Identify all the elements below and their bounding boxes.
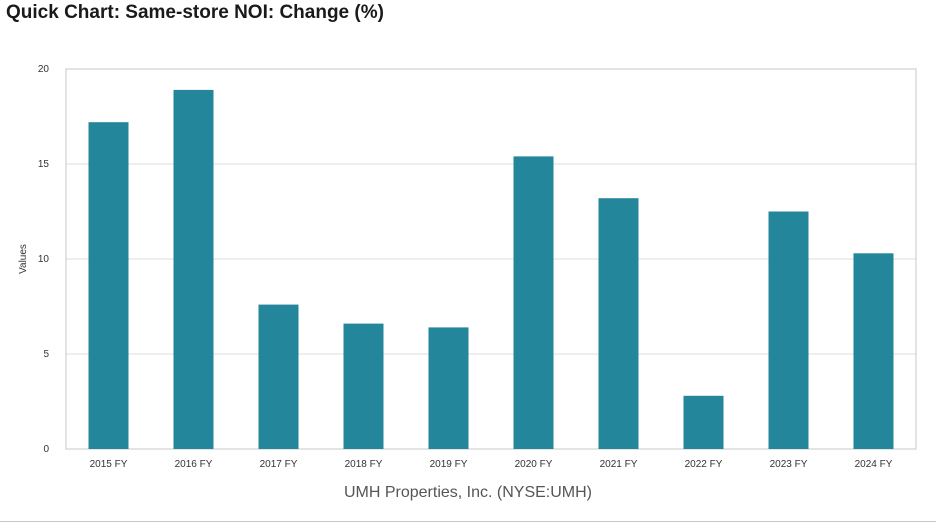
x-tick-label: 2015 FY: [90, 459, 128, 470]
bar: [513, 156, 554, 449]
bar: [343, 323, 384, 449]
bar: [88, 122, 129, 449]
x-tick-label: 2018 FY: [345, 459, 383, 470]
bar: [853, 253, 894, 449]
bar: [683, 395, 724, 449]
bar: [173, 89, 214, 450]
chart-caption: UMH Properties, Inc. (NYSE:UMH): [343, 484, 593, 501]
bottom-divider: [0, 521, 936, 522]
bar: [768, 211, 809, 449]
y-tick-labels: 0 5 10 15 20: [38, 64, 50, 455]
x-tick-label: 2019 FY: [430, 459, 468, 470]
x-tick-label: 2024 FY: [855, 459, 893, 470]
bar: [258, 304, 299, 449]
y-tick-label: 10: [38, 254, 50, 265]
y-tick-label: 15: [38, 159, 50, 170]
bar: [598, 198, 639, 449]
x-tick-label: 2017 FY: [260, 459, 298, 470]
x-tick-label: 2023 FY: [770, 459, 808, 470]
x-tick-label: 2020 FY: [515, 459, 553, 470]
x-tick-labels: 2015 FY 2016 FY 2017 FY 2018 FY 2019 FY 2020 …: [90, 459, 893, 470]
x-tick-label: 2022 FY: [685, 459, 723, 470]
y-axis-title: Values: [18, 244, 29, 274]
chart-title: Quick Chart: Same-store NOI: Change (%): [6, 2, 384, 23]
x-tick-label: 2021 FY: [600, 459, 638, 470]
bars: [88, 89, 894, 450]
plot-frame: [65, 68, 917, 450]
y-tick-label: 0: [43, 444, 49, 455]
y-tick-label: 20: [38, 64, 50, 75]
x-tick-label: 2016 FY: [175, 459, 213, 470]
bar: [428, 327, 469, 449]
y-tick-label: 5: [43, 349, 49, 360]
